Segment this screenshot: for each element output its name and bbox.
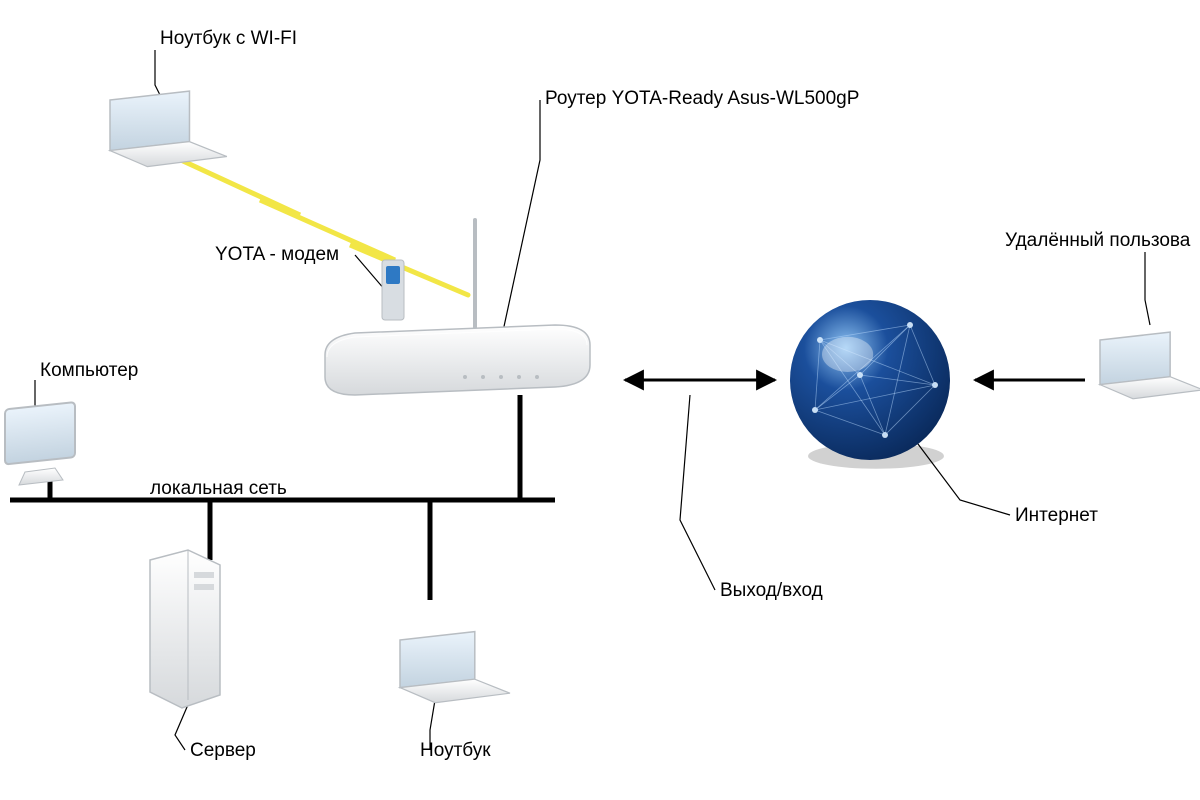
server-icon	[150, 550, 220, 708]
remote-laptop-icon	[1100, 332, 1200, 399]
label-modem: YOTA - модем	[215, 244, 339, 266]
router-icon	[325, 220, 590, 395]
lan-notebook-icon	[400, 632, 510, 703]
label-gateway: Выход/вход	[720, 580, 823, 602]
label-notebook: Ноутбук	[420, 740, 491, 762]
computer-icon	[5, 402, 75, 485]
label-router: Роутер YOTA-Ready Asus-WL500gP	[545, 88, 859, 110]
wifi-laptop-icon	[110, 91, 227, 167]
diagram-svg	[0, 0, 1200, 800]
diagram-stage: Ноутбук с WI-FI Роутер YOTA-Ready Asus-W…	[0, 0, 1200, 800]
label-wifi-laptop: Ноутбук с WI-FI	[160, 28, 297, 50]
label-internet: Интернет	[1015, 505, 1098, 527]
wifi-bolt	[170, 155, 468, 295]
callout-lines	[35, 50, 1150, 750]
globe-icon	[790, 300, 950, 469]
label-lan: локальная сеть	[150, 478, 287, 500]
label-server: Сервер	[190, 740, 256, 762]
label-remote-user: Удалённый пользова	[1005, 230, 1190, 252]
label-computer: Компьютер	[40, 360, 138, 382]
